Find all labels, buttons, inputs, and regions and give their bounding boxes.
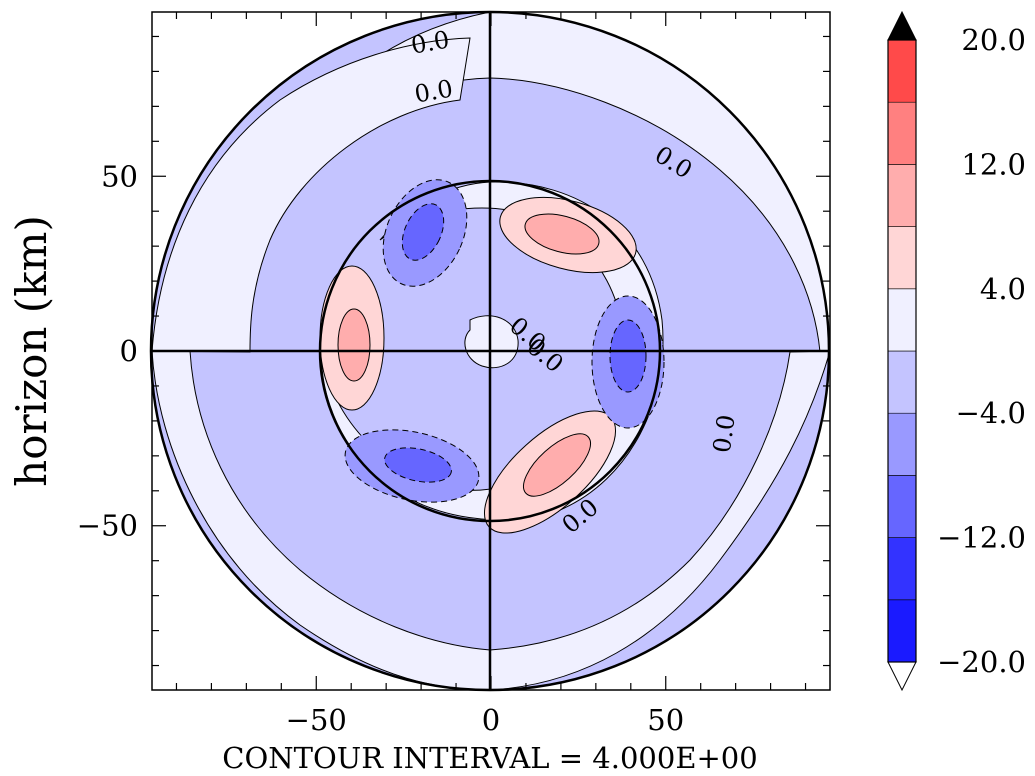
- colorbar-swatch: [888, 40, 916, 102]
- colorbar-tick-label: 20.0: [961, 23, 1026, 57]
- colorbar-swatch: [888, 102, 916, 164]
- colorbar-swatch: [888, 227, 916, 289]
- colorbar-overflow-low: [888, 662, 916, 690]
- y-tick-label: 0: [120, 334, 138, 368]
- x-tick-label: 50: [647, 703, 684, 737]
- y-tick-label: 50: [101, 159, 138, 193]
- x-tick-label: 0: [482, 703, 500, 737]
- colorbar-swatch: [888, 289, 916, 351]
- colorbar-swatch: [888, 351, 916, 413]
- colorbar-overflow-high: [888, 12, 916, 40]
- colorbar-swatch: [888, 413, 916, 475]
- positive-lobe-w-inner: [338, 309, 370, 381]
- center-swirl: [465, 316, 518, 368]
- colorbar: −20.0 −12.0 −4.0 4.0 12.0 20.0: [888, 12, 1026, 690]
- x-tick-label: −50: [286, 703, 347, 737]
- negative-lobe-e-inner: [610, 320, 646, 392]
- y-axis-label: horizon (km): [7, 215, 56, 487]
- x-axis-label: CONTOUR INTERVAL = 4.000E+00: [222, 741, 757, 775]
- y-tick-label: −50: [77, 509, 138, 543]
- colorbar-swatch: [888, 164, 916, 226]
- colorbar-tick-label: −20.0: [937, 645, 1026, 679]
- colorbar-tick-label: −12.0: [937, 521, 1026, 555]
- colorbar-swatch: [888, 475, 916, 537]
- colorbar-tick-label: 4.0: [980, 272, 1026, 306]
- colorbar-swatch: [888, 538, 916, 600]
- contour-label: 0.0: [708, 413, 741, 455]
- colorbar-swatch: [888, 600, 916, 662]
- colorbar-tick-label: 12.0: [961, 147, 1026, 181]
- colorbar-tick-label: −4.0: [956, 396, 1026, 430]
